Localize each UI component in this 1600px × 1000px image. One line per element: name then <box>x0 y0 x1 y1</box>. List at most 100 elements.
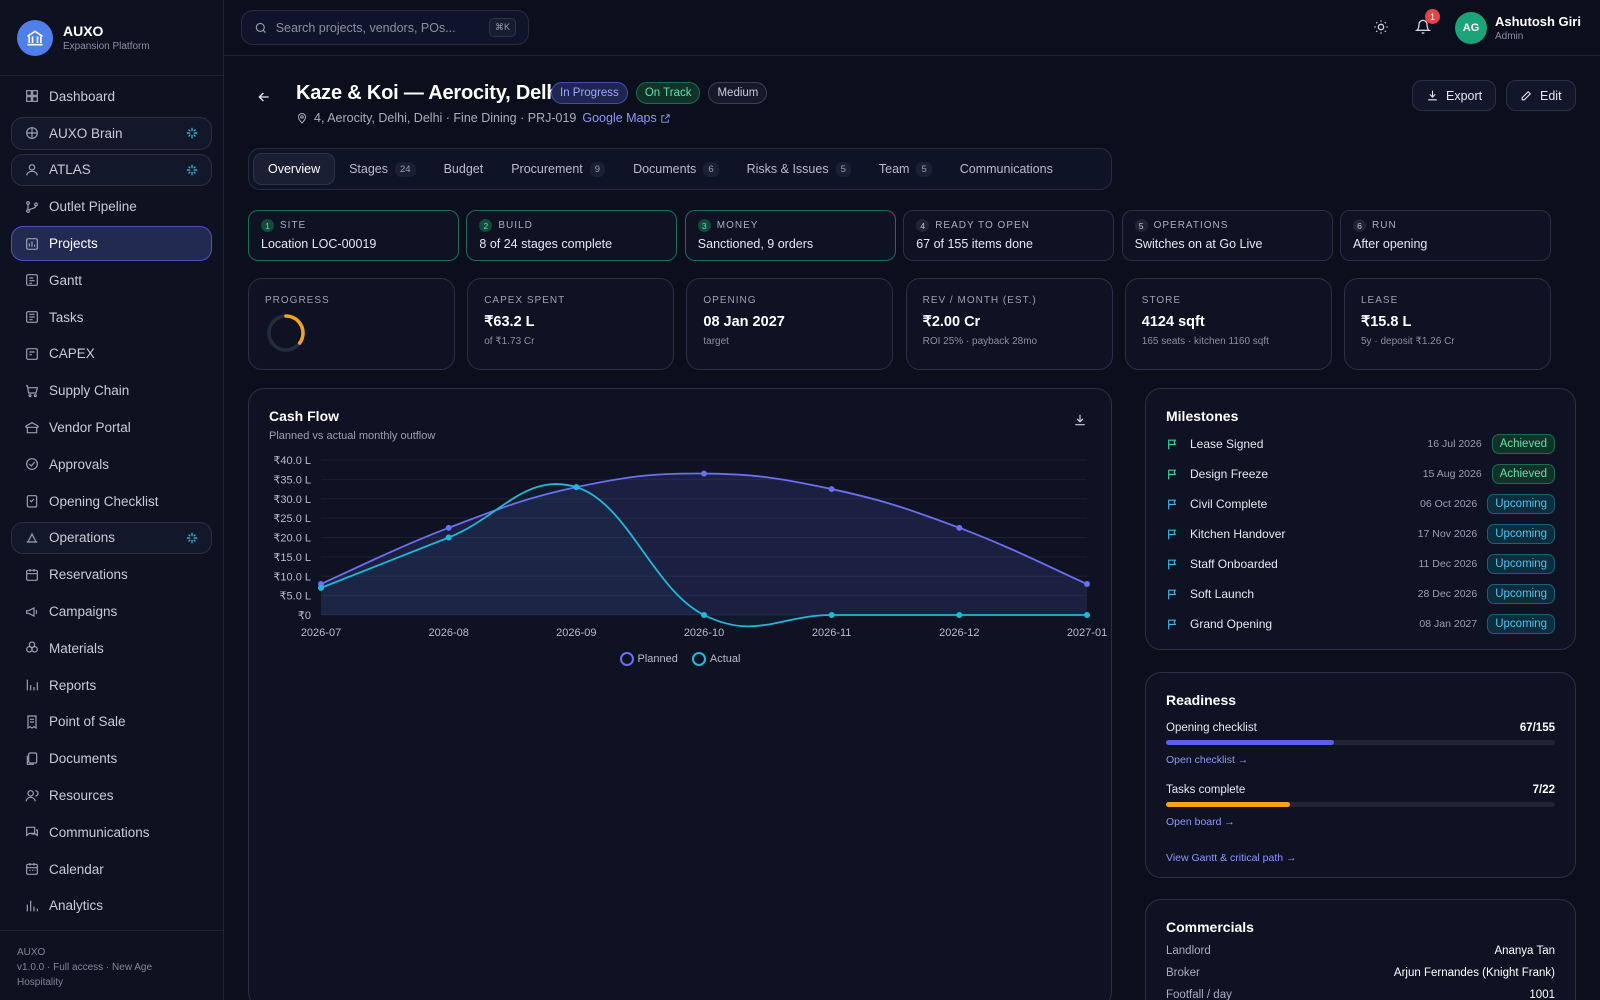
sidebar-item-reservations[interactable]: Reservations <box>0 556 223 593</box>
sidebar-footer: AUXO v1.0.0 · Full access · New Age Hosp… <box>0 930 223 1000</box>
checklist-icon <box>24 493 40 509</box>
milestone-row[interactable]: Design Freeze 15 Aug 2026 Achieved <box>1166 461 1555 487</box>
google-maps-link[interactable]: Google Maps <box>582 111 670 125</box>
milestone-row[interactable]: Civil Complete 06 Oct 2026 Upcoming <box>1166 491 1555 517</box>
y-tick-label: ₹20.0 L <box>273 533 311 545</box>
capex-icon <box>24 346 40 362</box>
gantt-link[interactable]: View Gantt & critical path → <box>1166 852 1297 864</box>
step-number: 2 <box>479 219 493 232</box>
notifications-button[interactable]: 1 <box>1412 9 1440 38</box>
tasks-count: 7/22 <box>1532 784 1555 796</box>
sidebar-item-documents[interactable]: Documents <box>0 740 223 777</box>
sidebar-item-atlas[interactable]: ATLAS <box>0 152 223 189</box>
page-title: Kaze & Koi — Aerocity, Delhi <box>296 82 564 104</box>
sidebar-item-label: Projects <box>49 236 98 252</box>
tab-budget[interactable]: Budget <box>430 153 498 185</box>
sidebar-item-analytics[interactable]: Analytics <box>0 888 223 925</box>
tab-risks-issues[interactable]: Risks & Issues 5 <box>733 153 865 185</box>
milestone-row[interactable]: Soft Launch 28 Dec 2026 Upcoming <box>1166 581 1555 607</box>
tab-count: 9 <box>589 161 606 177</box>
sidebar-item-outlet-pipeline[interactable]: Outlet Pipeline <box>0 188 223 225</box>
step-value: After opening <box>1353 237 1428 251</box>
sidebar-item-tasks[interactable]: Tasks <box>0 299 223 336</box>
sidebar-item-communications[interactable]: Communications <box>0 814 223 851</box>
kpi-label: REV / MONTH (EST.) <box>922 295 1037 306</box>
sidebar-item-supply-chain[interactable]: Supply Chain <box>0 372 223 409</box>
sidebar-item-auxo-brain[interactable]: AUXO Brain <box>0 115 223 152</box>
lifecycle-step[interactable]: 4 READY TO OPEN 67 of 155 items done <box>903 210 1115 261</box>
x-tick-label: 2026-09 <box>556 627 596 639</box>
milestone-row[interactable]: Staff Onboarded 11 Dec 2026 Upcoming <box>1166 551 1555 577</box>
milestone-row[interactable]: Grand Opening 08 Jan 2027 Upcoming <box>1166 611 1555 637</box>
milestone-row[interactable]: Kitchen Handover 17 Nov 2026 Upcoming <box>1166 521 1555 547</box>
tab-communications[interactable]: Communications <box>946 153 1067 185</box>
approval-icon <box>24 456 40 472</box>
theme-toggle-button[interactable] <box>1370 16 1392 38</box>
kpi-value: ₹2.00 Cr <box>922 314 981 330</box>
tab-overview[interactable]: Overview <box>253 153 336 185</box>
lifecycle-step[interactable]: 6 RUN After opening <box>1340 210 1551 261</box>
tab-label: Stages <box>349 162 389 176</box>
status-badge: In Progress <box>551 82 628 104</box>
sidebar-item-opening-checklist[interactable]: Opening Checklist <box>0 483 223 520</box>
brand[interactable]: AUXO Expansion Platform <box>0 0 223 76</box>
legend-swatch <box>691 652 706 666</box>
cart-icon <box>24 383 40 399</box>
tab-documents[interactable]: Documents 6 <box>619 153 733 185</box>
tab-procurement[interactable]: Procurement 9 <box>497 153 619 185</box>
user-name[interactable]: Ashutosh Giri <box>1495 14 1581 29</box>
sidebar-item-approvals[interactable]: Approvals <box>0 446 223 483</box>
flag-icon <box>1168 619 1177 629</box>
commercials-title: Commercials <box>1166 919 1254 935</box>
commercials-value: Ananya Tan <box>1494 945 1555 957</box>
step-number: 3 <box>697 219 711 232</box>
sidebar-item-label: Analytics <box>49 898 104 914</box>
sidebar-item-dashboard[interactable]: Dashboard <box>0 78 223 115</box>
sidebar-item-resources[interactable]: Resources <box>0 777 223 814</box>
lifecycle-step[interactable]: 3 MONEY Sanctioned, 9 orders <box>684 210 896 261</box>
step-header: 1 SITE <box>261 219 446 232</box>
y-tick-label: ₹25.0 L <box>273 513 311 525</box>
readiness-card: Readiness Opening checklist 67/155 Open … <box>1145 672 1576 878</box>
sidebar-item-reports[interactable]: Reports <box>0 667 223 704</box>
sidebar-item-vendor-portal[interactable]: Vendor Portal <box>0 409 223 446</box>
sidebar-item-point-of-sale[interactable]: Point of Sale <box>0 704 223 741</box>
open-checklist-link[interactable]: Open checklist → <box>1166 754 1249 766</box>
chart-download-button[interactable] <box>1073 413 1089 429</box>
legend-actual[interactable]: Actual <box>691 652 740 666</box>
status-badges: In Progress On Track Medium <box>551 82 768 104</box>
legend-planned[interactable]: Planned <box>619 652 678 666</box>
tab-team[interactable]: Team 5 <box>865 153 946 185</box>
milestone-row[interactable]: Lease Signed 16 Jul 2026 Achieved <box>1166 431 1555 457</box>
lifecycle-step[interactable]: 5 OPERATIONS Switches on at Go Live <box>1121 210 1333 261</box>
tab-stages[interactable]: Stages 24 <box>335 153 430 185</box>
tab-label: Documents <box>633 162 697 176</box>
sidebar-item-capex[interactable]: CAPEX <box>0 336 223 373</box>
back-button[interactable] <box>256 89 272 105</box>
step-value: 67 of 155 items done <box>916 237 1033 251</box>
search-box[interactable]: ⌘K <box>241 10 529 45</box>
milestone-status-badge: Achieved <box>1491 464 1555 484</box>
sidebar-item-materials[interactable]: Materials <box>0 630 223 667</box>
tab-label: Procurement <box>511 162 583 176</box>
export-button[interactable]: Export <box>1412 80 1497 111</box>
step-header: 6 RUN <box>1353 219 1538 232</box>
sidebar-item-campaigns[interactable]: Campaigns <box>0 593 223 630</box>
sidebar-item-operations[interactable]: Operations <box>0 520 223 557</box>
project-tabs: Overview Stages 24 Budget Procurement 9 Docume… <box>248 148 1112 190</box>
checklist-label: Opening checklist <box>1166 722 1257 734</box>
search-input[interactable] <box>275 20 481 35</box>
avatar[interactable]: AG <box>1455 12 1487 44</box>
project-location: 4, Aerocity, Delhi, Delhi · Fine Dining … <box>296 111 671 125</box>
sidebar-item-gantt[interactable]: Gantt <box>0 262 223 299</box>
y-tick-label: ₹30.0 L <box>273 494 311 506</box>
open-board-link[interactable]: Open board → <box>1166 816 1235 828</box>
megaphone-icon <box>24 604 40 620</box>
sidebar-item-calendar[interactable]: Calendar <box>0 851 223 888</box>
chat-icon <box>24 824 40 840</box>
lifecycle-step[interactable]: 2 BUILD 8 of 24 stages complete <box>466 210 678 261</box>
sidebar-item-projects[interactable]: Projects <box>0 225 223 262</box>
lifecycle-step[interactable]: 1 SITE Location LOC-00019 <box>248 210 459 261</box>
edit-button[interactable]: Edit <box>1506 80 1576 111</box>
y-tick-label: ₹10.0 L <box>273 571 311 583</box>
